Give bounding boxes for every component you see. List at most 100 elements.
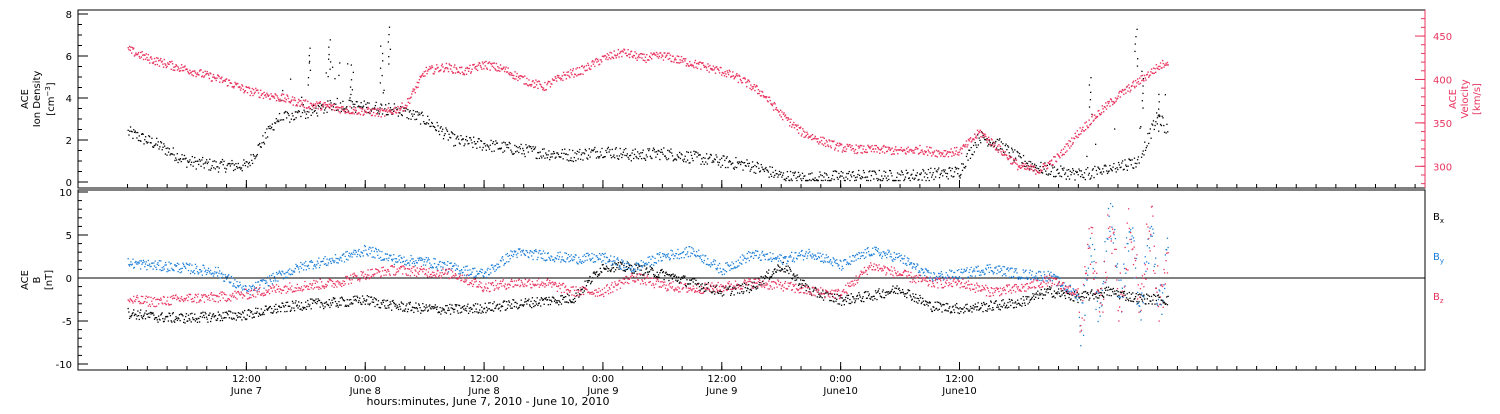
bx-point [201, 312, 202, 313]
by-point [436, 266, 437, 267]
bx-point [944, 304, 945, 305]
bx-point [328, 305, 329, 306]
by-point [155, 267, 156, 268]
density-point [1097, 174, 1098, 175]
density-point [328, 59, 329, 60]
velocity-point [1152, 73, 1153, 74]
velocity-point [841, 144, 842, 145]
density-spike-point [1134, 51, 1135, 52]
bx-point [192, 317, 193, 318]
velocity-point [715, 72, 716, 73]
density-point [685, 161, 686, 162]
density-spike-point [390, 49, 391, 50]
by-point [207, 270, 208, 271]
bx-point [1027, 296, 1028, 297]
bx-point [223, 312, 224, 313]
by-point [216, 272, 217, 273]
density-point [163, 143, 164, 144]
velocity-point [807, 134, 808, 135]
density-point [1005, 145, 1006, 146]
bx-point [539, 299, 540, 300]
bx-point [455, 304, 456, 305]
velocity-point [542, 89, 543, 90]
bx-point [435, 307, 436, 308]
density-spike-point [1090, 92, 1091, 93]
bx-point [228, 310, 229, 311]
by-point [327, 259, 328, 260]
bx-point [941, 311, 942, 312]
velocity-point [1151, 68, 1152, 69]
bx-point [449, 304, 450, 305]
density-point [719, 159, 720, 160]
velocity-point [523, 83, 524, 84]
velocity-point [1160, 62, 1161, 63]
bx-point [1113, 288, 1114, 289]
velocity-point [534, 82, 535, 83]
bx-point [401, 303, 402, 304]
density-point [1162, 117, 1163, 118]
bx-point [539, 302, 540, 303]
velocity-point [639, 57, 640, 58]
velocity-point [166, 66, 167, 67]
field-label-line: [nT] [44, 270, 55, 290]
density-spike-point [1137, 58, 1138, 59]
velocity-point [874, 151, 875, 152]
density-point [250, 165, 251, 166]
bx-point [672, 273, 673, 274]
by-point [323, 258, 324, 259]
density-point [136, 137, 137, 138]
by-point [373, 256, 374, 257]
density-point [221, 161, 222, 162]
velocity-point [234, 86, 235, 87]
velocity-point [615, 55, 616, 56]
velocity-point [876, 151, 877, 152]
density-point [1006, 149, 1007, 150]
bx-point [1042, 298, 1043, 299]
density-point [803, 178, 804, 179]
velocity-point [187, 71, 188, 72]
bx-point [1061, 294, 1062, 295]
velocity-point [339, 107, 340, 108]
bx-point [962, 308, 963, 309]
velocity-point [471, 71, 472, 72]
bx-point [442, 307, 443, 308]
bx-point [459, 305, 460, 306]
bx-point [910, 296, 911, 297]
bx-point [246, 318, 247, 319]
velocity-point [354, 109, 355, 110]
density-point [620, 148, 621, 149]
bx-point [429, 304, 430, 305]
by-point [275, 280, 276, 281]
bx-point [1104, 292, 1105, 293]
bx-point [365, 301, 366, 302]
velocity-point [263, 98, 264, 99]
bx-point [803, 285, 804, 286]
density-point [1040, 162, 1041, 163]
density-point [726, 158, 727, 159]
velocity-point [781, 116, 782, 117]
bx-point [896, 285, 897, 286]
bx-point [173, 320, 174, 321]
velocity-point [376, 113, 377, 114]
density-point [137, 132, 138, 133]
density-point [715, 154, 716, 155]
density-point [355, 112, 356, 113]
bx-point [467, 304, 468, 305]
bx-point [415, 307, 416, 308]
density-point [772, 167, 773, 168]
density-point [420, 123, 421, 124]
by-point [372, 247, 373, 248]
by-point [195, 268, 196, 269]
velocity-point [988, 137, 989, 138]
density-point [796, 180, 797, 181]
bx-point [656, 276, 657, 277]
bx-point [767, 277, 768, 278]
density-point [831, 178, 832, 179]
density-point [572, 150, 573, 151]
by-point [391, 259, 392, 260]
bx-point [1088, 294, 1089, 295]
by-point [393, 254, 394, 255]
bx-point [322, 305, 323, 306]
density-point [497, 142, 498, 143]
density-point [268, 126, 269, 127]
